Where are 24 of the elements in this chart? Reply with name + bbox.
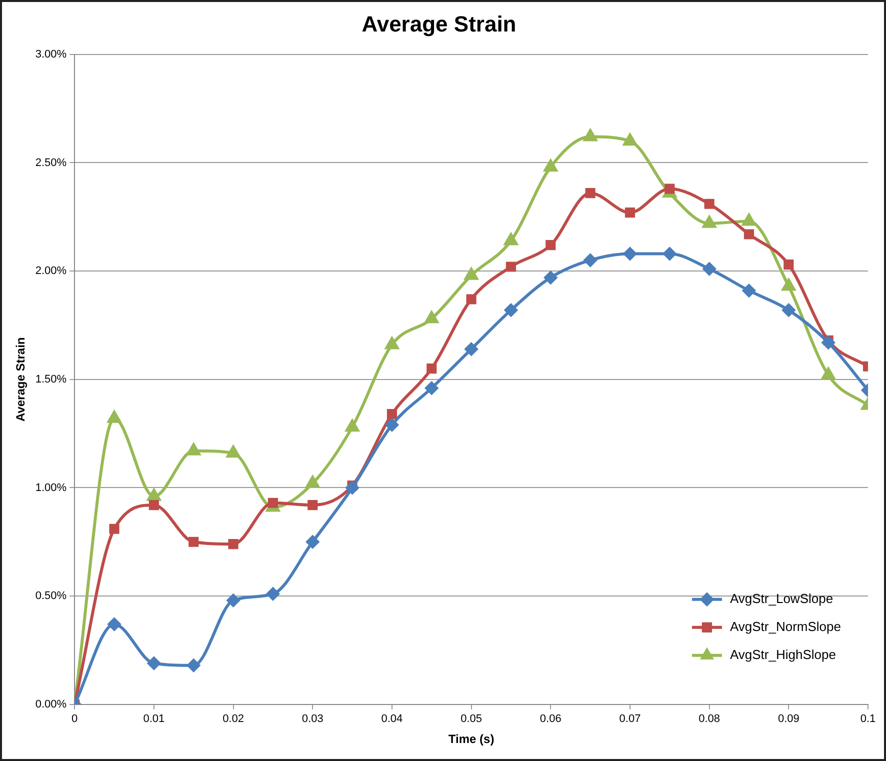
x-tick-label: 0 — [72, 713, 78, 726]
y-tick-label: 0.50% — [35, 590, 67, 602]
x-tick-label: 0.08 — [698, 713, 720, 726]
x-tick-label: 0.07 — [619, 713, 641, 726]
x-tick-label: 0.04 — [381, 713, 403, 726]
y-tick-label: 2.50% — [35, 156, 67, 169]
x-tick-label: 0.06 — [540, 713, 562, 726]
legend-label: AvgStr_LowSlope — [730, 590, 834, 606]
y-tick-label: 1.50% — [35, 373, 67, 386]
x-tick-label: 0.1 — [860, 713, 876, 726]
x-tick-label: 0.02 — [222, 713, 244, 726]
x-tick-label: 0.03 — [302, 713, 324, 726]
y-tick-label: 3.00% — [35, 48, 67, 60]
y-axis-title: Average Strain — [14, 337, 28, 422]
x-tick-label: 0.01 — [143, 713, 165, 726]
legend-label: AvgStr_HighSlope — [730, 646, 836, 662]
y-tick-label: 2.00% — [35, 265, 67, 278]
x-tick-label: 0.05 — [460, 713, 482, 726]
y-tick-label: 0.00% — [35, 698, 67, 710]
y-tick-label: 1.00% — [35, 482, 67, 494]
chart-title: Average Strain — [362, 11, 516, 36]
legend-label: AvgStr_NormSlope — [730, 618, 842, 634]
x-axis-title: Time (s) — [448, 732, 494, 746]
x-tick-label: 0.09 — [778, 713, 800, 726]
